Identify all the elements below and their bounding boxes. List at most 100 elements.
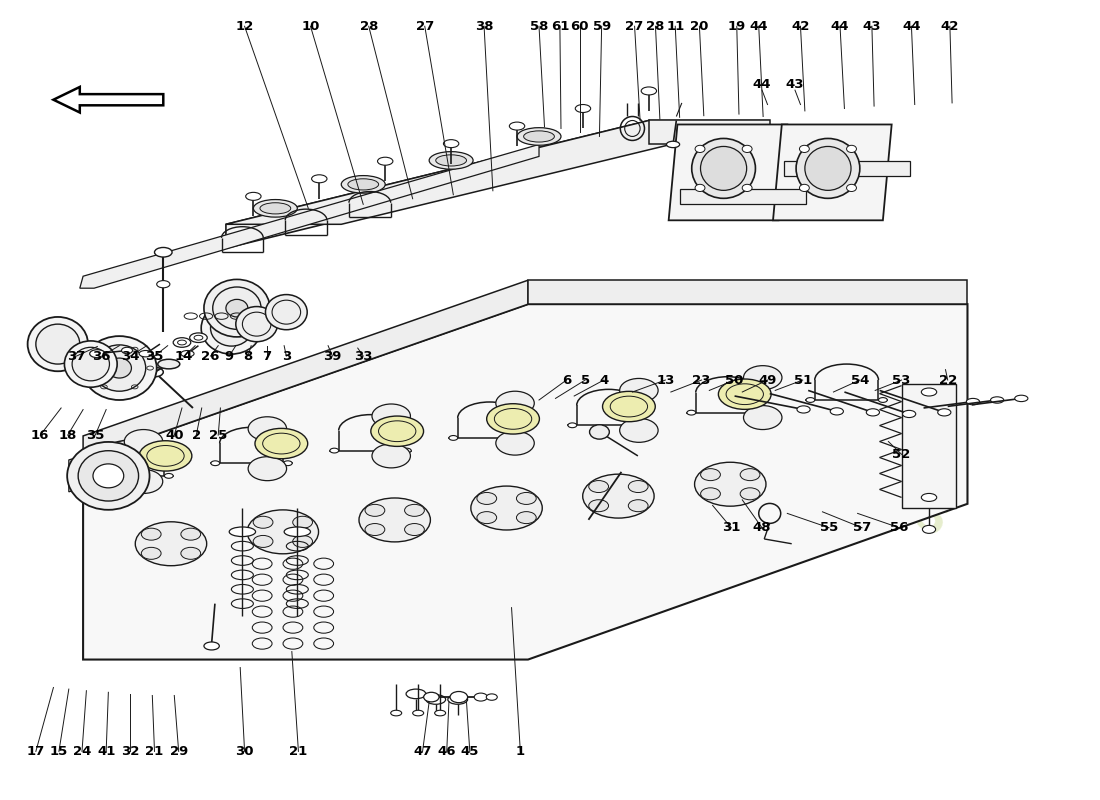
Ellipse shape (28, 317, 88, 371)
Ellipse shape (619, 378, 658, 402)
Ellipse shape (590, 425, 609, 439)
Ellipse shape (744, 406, 782, 430)
Ellipse shape (293, 516, 312, 528)
Text: 21: 21 (289, 745, 308, 758)
Text: 38: 38 (475, 20, 493, 33)
Ellipse shape (568, 423, 576, 428)
Text: 52: 52 (892, 448, 911, 461)
Ellipse shape (701, 146, 747, 190)
Ellipse shape (253, 516, 273, 528)
Ellipse shape (922, 388, 937, 396)
Ellipse shape (255, 428, 308, 458)
Text: 49: 49 (758, 374, 777, 386)
Ellipse shape (92, 474, 101, 478)
Ellipse shape (249, 457, 287, 481)
Ellipse shape (450, 691, 468, 702)
Ellipse shape (494, 409, 531, 430)
Ellipse shape (293, 535, 312, 547)
Ellipse shape (443, 140, 459, 148)
Ellipse shape (486, 404, 539, 434)
Ellipse shape (516, 512, 536, 524)
Ellipse shape (204, 279, 270, 337)
Ellipse shape (249, 417, 287, 441)
Ellipse shape (180, 350, 194, 357)
Ellipse shape (229, 527, 255, 537)
Ellipse shape (744, 366, 782, 390)
Text: 16: 16 (31, 429, 50, 442)
Ellipse shape (377, 158, 393, 166)
Text: since 1985: since 1985 (716, 382, 955, 545)
Text: 61: 61 (551, 20, 569, 33)
Ellipse shape (847, 184, 857, 191)
Ellipse shape (372, 404, 410, 428)
Ellipse shape (124, 470, 163, 494)
Ellipse shape (139, 441, 191, 471)
Ellipse shape (640, 423, 649, 428)
Ellipse shape (226, 299, 248, 317)
Ellipse shape (82, 336, 156, 400)
Polygon shape (773, 125, 892, 220)
Text: 56: 56 (890, 522, 909, 534)
Text: 3: 3 (282, 350, 292, 362)
Ellipse shape (189, 333, 207, 342)
Text: 27: 27 (416, 20, 433, 33)
Text: 29: 29 (169, 745, 188, 758)
Ellipse shape (477, 493, 497, 505)
Ellipse shape (806, 398, 815, 402)
Text: 5: 5 (581, 374, 590, 386)
Ellipse shape (154, 247, 172, 257)
Polygon shape (84, 304, 968, 659)
Ellipse shape (800, 184, 810, 191)
Ellipse shape (610, 396, 648, 417)
Text: 39: 39 (323, 350, 342, 362)
Text: 51: 51 (793, 374, 812, 386)
Text: 11: 11 (667, 20, 684, 33)
Ellipse shape (36, 324, 80, 364)
Ellipse shape (253, 535, 273, 547)
Polygon shape (226, 121, 649, 248)
Text: 7: 7 (262, 350, 271, 362)
Ellipse shape (212, 287, 261, 330)
Text: 26: 26 (201, 350, 220, 362)
Text: 44: 44 (752, 78, 771, 91)
Ellipse shape (365, 523, 385, 535)
Ellipse shape (405, 523, 425, 535)
Text: 2: 2 (191, 429, 201, 442)
Ellipse shape (145, 367, 163, 377)
Ellipse shape (628, 481, 648, 493)
Ellipse shape (108, 358, 131, 378)
Ellipse shape (124, 430, 163, 454)
Text: 31: 31 (722, 522, 740, 534)
Ellipse shape (359, 498, 430, 542)
Text: 53: 53 (892, 374, 911, 386)
Polygon shape (649, 121, 770, 145)
Text: 18: 18 (58, 429, 77, 442)
Ellipse shape (740, 469, 760, 481)
Polygon shape (69, 456, 84, 492)
Ellipse shape (90, 350, 106, 358)
Text: 43: 43 (862, 20, 881, 33)
Ellipse shape (429, 152, 473, 170)
Text: 6: 6 (562, 374, 571, 386)
Ellipse shape (372, 444, 410, 468)
Ellipse shape (365, 504, 385, 516)
Ellipse shape (157, 359, 179, 369)
Ellipse shape (426, 694, 446, 704)
Text: 48: 48 (752, 522, 771, 534)
Text: 28: 28 (647, 20, 664, 33)
Ellipse shape (434, 710, 446, 716)
Ellipse shape (204, 642, 219, 650)
Ellipse shape (588, 500, 608, 512)
Text: 24: 24 (73, 745, 91, 758)
Ellipse shape (403, 448, 411, 453)
Ellipse shape (78, 450, 139, 501)
Ellipse shape (688, 410, 695, 415)
Polygon shape (784, 162, 911, 175)
Ellipse shape (311, 174, 327, 182)
Polygon shape (80, 145, 539, 288)
Ellipse shape (348, 178, 378, 190)
Text: 17: 17 (26, 745, 45, 758)
Ellipse shape (742, 146, 752, 153)
Ellipse shape (879, 398, 888, 402)
Text: 58: 58 (530, 20, 548, 33)
